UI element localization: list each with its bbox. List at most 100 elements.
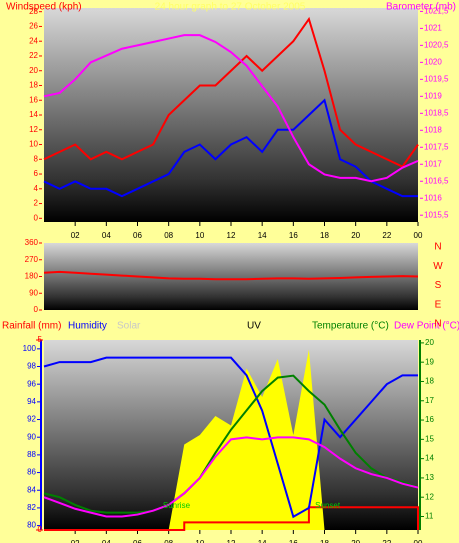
y-tick-label: 15: [425, 434, 434, 443]
x-tick-label: 14: [258, 539, 267, 543]
compass-label: W: [433, 261, 443, 272]
y-tick-label: 12: [425, 492, 434, 501]
solar-axis-label: Solar: [117, 321, 141, 332]
x-tick-label: 18: [320, 539, 329, 543]
y-tick-label: 20: [29, 66, 38, 75]
x-tick-label: 00: [414, 539, 423, 543]
x-tick-label: 16: [289, 539, 298, 543]
y-tick-label: 6: [34, 169, 39, 178]
y-tick-label: 18: [425, 377, 434, 386]
compass-label: N: [434, 319, 441, 330]
x-tick-label: 12: [227, 539, 236, 543]
compass-label: S: [435, 280, 442, 291]
x-tick-label: 08: [164, 231, 173, 240]
series-line: [43, 356, 418, 519]
y-tick-label: 0: [34, 213, 39, 222]
x-tick-label: 06: [133, 231, 142, 240]
y-tick-label: 28: [29, 7, 38, 16]
x-tick-label: 22: [382, 539, 391, 543]
y-tick-label: 82: [27, 503, 36, 512]
y-tick-label: 10: [29, 140, 38, 149]
y-tick-label: 360: [25, 238, 39, 247]
y-tick-label: 16: [29, 95, 38, 104]
series-line: [43, 98, 418, 198]
y-tick-label: 1017,5: [424, 142, 449, 151]
y-tick-label: 1019: [424, 91, 442, 100]
y-tick-label: 1016: [424, 193, 442, 202]
y-tick-label: 19: [425, 357, 434, 366]
x-tick-label: 02: [71, 539, 80, 543]
x-tick-label: 10: [195, 539, 204, 543]
compass-label: N: [434, 242, 441, 253]
x-tick-label: 20: [351, 231, 360, 240]
y-tick-label: 24: [29, 36, 38, 45]
y-tick-label: 1021,5: [424, 7, 449, 16]
x-tick-label: 22: [382, 231, 391, 240]
x-tick-label: 16: [289, 231, 298, 240]
y-tick-label: 180: [25, 272, 39, 281]
series-line: [43, 16, 419, 168]
y-tick-label: 2: [34, 199, 39, 208]
y-tick-label: 12: [29, 125, 38, 134]
x-tick-label: 00: [414, 231, 423, 240]
x-tick-label: 12: [227, 231, 236, 240]
y-tick-label: 270: [25, 255, 39, 264]
x-tick-label: 04: [102, 539, 111, 543]
x-tick-label: 06: [133, 539, 142, 543]
y-tick-label: 96: [27, 379, 36, 388]
y-tick-label: 1017: [424, 159, 442, 168]
wind-axis-label: Windspeed (kph): [6, 2, 82, 13]
y-tick-label: 1018,5: [424, 108, 449, 117]
y-tick-label: 98: [27, 362, 36, 371]
y-tick-label: 18: [29, 81, 38, 90]
compass-label: E: [435, 299, 442, 310]
y-tick-label: 8: [34, 154, 39, 163]
annotation: Sunset: [315, 501, 341, 510]
series-line: [43, 270, 419, 281]
y-tick-label: 1018: [424, 125, 442, 134]
x-tick-label: 08: [164, 539, 173, 543]
series-line: [43, 436, 419, 518]
y-tick-label: 20: [425, 338, 434, 347]
barometer-axis-label: Barometer (mb): [386, 2, 456, 13]
y-tick-label: 86: [27, 468, 36, 477]
chart-title: 24 hour graph to 27 October 2005: [155, 2, 306, 13]
humidity-axis-label: Humidity: [68, 321, 107, 332]
x-tick-label: 04: [102, 231, 111, 240]
y-tick-label: 88: [27, 450, 36, 459]
y-tick-label: 4: [34, 184, 39, 193]
y-tick-label: 90: [27, 432, 36, 441]
y-tick-label: 94: [27, 397, 36, 406]
y-tick-label: 17: [425, 396, 434, 405]
y-tick-label: 1020: [424, 57, 442, 66]
wind-plot-area: [44, 8, 418, 222]
y-tick-label: 26: [29, 22, 38, 31]
y-tick-label: 84: [27, 485, 36, 494]
y-tick-label: 13: [425, 473, 434, 482]
y-tick-label: 80: [27, 521, 36, 530]
series-line: [43, 34, 419, 183]
y-tick-label: 0: [34, 305, 39, 314]
y-tick-label: 100: [23, 344, 37, 353]
rain-line: [44, 506, 419, 531]
annotation: Sunrise: [163, 501, 191, 510]
temperature-axis-label: Temperature (°C): [312, 321, 389, 332]
x-tick-label: 02: [71, 231, 80, 240]
x-tick-label: 18: [320, 231, 329, 240]
series-line: [43, 374, 419, 514]
y-tick-label: 14: [29, 110, 38, 119]
y-tick-label: 1016,5: [424, 176, 449, 185]
y-tick-label: 14: [425, 454, 434, 463]
y-tick-label: 11: [425, 512, 434, 521]
y-tick-label: 92: [27, 415, 36, 424]
y-tick-label: 22: [29, 51, 38, 60]
y-tick-label: 1015,5: [424, 210, 449, 219]
y-tick-label: 1019,5: [424, 74, 449, 83]
x-tick-label: 14: [258, 231, 267, 240]
x-tick-label: 20: [351, 539, 360, 543]
uv-axis-label: UV: [247, 321, 261, 332]
dewpoint-axis-label: Dew Point (°C): [394, 321, 459, 332]
y-tick-label: 16: [425, 415, 434, 424]
y-tick-label: 1020,5: [424, 40, 449, 49]
